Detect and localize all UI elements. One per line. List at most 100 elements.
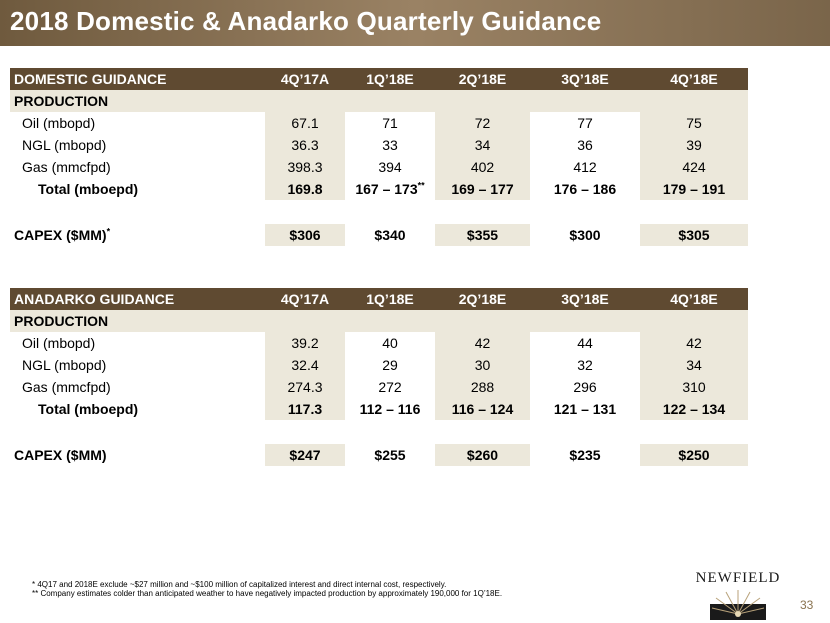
table-header-row: ANADARKO GUIDANCE 4Q’17A 1Q’18E 2Q’18E 3…: [10, 288, 748, 310]
page-number: 33: [800, 598, 814, 612]
table-row: NGL (mbopd) 32.4 29 30 32 34: [10, 354, 748, 376]
value-cell: $247: [265, 444, 345, 466]
footnote-marker: **: [417, 180, 425, 191]
value-cell: 272: [378, 379, 402, 395]
value-cell: 36.3: [265, 134, 345, 156]
value-cell: 39.2: [265, 332, 345, 354]
value-cell: $355: [435, 224, 530, 246]
value-cell: 112 – 116: [359, 401, 421, 417]
value-cell: 36: [577, 137, 593, 153]
header-cell: 4Q’17A: [280, 71, 330, 87]
value-cell: 169 – 177: [435, 178, 530, 200]
value-cell: 33: [382, 137, 398, 153]
anadarko-guidance-table: ANADARKO GUIDANCE 4Q’17A 1Q’18E 2Q’18E 3…: [10, 288, 748, 466]
value-cell: 288: [435, 376, 530, 398]
value-cell: 296: [573, 379, 597, 395]
header-cell: 4Q’18E: [670, 71, 718, 87]
header-cell: ANADARKO GUIDANCE: [14, 291, 175, 307]
value-cell: 169.8: [265, 178, 345, 200]
table-header-row: DOMESTIC GUIDANCE 4Q’17A 1Q’18E 2Q’18E 3…: [10, 68, 748, 90]
header-cell: 3Q’18E: [561, 291, 609, 307]
row-label: Gas (mmcfpd): [22, 159, 111, 175]
value-cell: 412: [573, 159, 597, 175]
value-cell: 394: [378, 159, 402, 175]
title-bar: 2018 Domestic & Anadarko Quarterly Guida…: [0, 0, 830, 46]
value-cell: 67.1: [265, 112, 345, 134]
header-cell: 2Q’18E: [458, 291, 507, 307]
footnote: * 4Q17 and 2018E exclude ~$27 million an…: [32, 580, 447, 589]
header-cell: DOMESTIC GUIDANCE: [14, 71, 167, 87]
section-label: PRODUCTION: [14, 313, 109, 329]
row-label: Total (mboepd): [38, 401, 139, 417]
section-row: PRODUCTION: [10, 310, 748, 332]
row-label: NGL (mbopd): [22, 357, 107, 373]
value-cell: 39: [640, 134, 748, 156]
value-cell: 121 – 131: [553, 401, 617, 417]
value-cell: 274.3: [265, 376, 345, 398]
value-cell: 40: [382, 335, 398, 351]
row-spacer: [10, 200, 748, 224]
row-spacer: [10, 420, 748, 444]
page-title: 2018 Domestic & Anadarko Quarterly Guida…: [10, 6, 602, 36]
row-label: Oil (mbopd): [22, 335, 96, 351]
value-cell: $250: [640, 444, 748, 466]
logo-text: NEWFIELD: [695, 570, 781, 586]
table-row: Gas (mmcfpd) 274.3 272 288 296 310: [10, 376, 748, 398]
value-cell: $306: [265, 224, 345, 246]
value-cell: $235: [569, 447, 601, 463]
value-cell: 32: [577, 357, 593, 373]
footnote: ** Company estimates colder than anticip…: [32, 589, 503, 598]
value-cell: 402: [435, 156, 530, 178]
header-cell: 3Q’18E: [561, 71, 609, 87]
table-row: Oil (mbopd) 39.2 40 42 44 42: [10, 332, 748, 354]
table-row: NGL (mbopd) 36.3 33 34 36 39: [10, 134, 748, 156]
value-cell: $305: [640, 224, 748, 246]
header-cell: 1Q’18E: [366, 291, 414, 307]
value-cell: 176 – 186: [553, 181, 617, 197]
value-cell: 42: [435, 332, 530, 354]
value-cell: 122 – 134: [640, 398, 748, 420]
value-cell: 77: [577, 115, 593, 131]
row-label: CAPEX ($MM): [14, 447, 107, 463]
header-cell: 4Q’17A: [280, 291, 330, 307]
total-row: Total (mboepd) 169.8 167 – 173** 169 – 1…: [10, 178, 748, 200]
row-label: Oil (mbopd): [22, 115, 96, 131]
capex-row: CAPEX ($MM) $247 $255 $260 $235 $250: [10, 444, 748, 466]
value-cell: 42: [640, 332, 748, 354]
capex-row: CAPEX ($MM)* $306 $340 $355 $300 $305: [10, 224, 748, 246]
value-cell: 179 – 191: [640, 178, 748, 200]
footnote-marker: *: [106, 226, 111, 237]
value-cell: 34: [435, 134, 530, 156]
row-label: Total (mboepd): [38, 181, 139, 197]
value-text: 167 – 173: [355, 181, 418, 197]
value-cell: 167 – 173**: [345, 178, 435, 200]
value-cell: 30: [435, 354, 530, 376]
value-cell: 117.3: [265, 398, 345, 420]
value-cell: 424: [640, 156, 748, 178]
value-cell: 71: [382, 115, 398, 131]
row-label: CAPEX ($MM)*: [10, 224, 265, 246]
value-cell: 75: [640, 112, 748, 134]
header-cell: 2Q’18E: [458, 71, 507, 87]
value-cell: $340: [374, 227, 406, 243]
table-row: Gas (mmcfpd) 398.3 394 402 412 424: [10, 156, 748, 178]
header-cell: 1Q’18E: [366, 71, 414, 87]
value-cell: 34: [640, 354, 748, 376]
total-row: Total (mboepd) 117.3 112 – 116 116 – 124…: [10, 398, 748, 420]
value-cell: $255: [374, 447, 406, 463]
footnotes: * 4Q17 and 2018E exclude ~$27 million an…: [32, 580, 502, 598]
value-cell: 116 – 124: [435, 398, 530, 420]
value-cell: 29: [382, 357, 398, 373]
header-cell: 4Q’18E: [670, 291, 718, 307]
value-cell: 72: [435, 112, 530, 134]
row-label: Gas (mmcfpd): [22, 379, 111, 395]
table-row: Oil (mbopd) 67.1 71 72 77 75: [10, 112, 748, 134]
value-cell: 44: [577, 335, 593, 351]
value-cell: 310: [640, 376, 748, 398]
domestic-guidance-table: DOMESTIC GUIDANCE 4Q’17A 1Q’18E 2Q’18E 3…: [10, 68, 748, 246]
newfield-logo: NEWFIELD: [688, 570, 788, 620]
label-text: CAPEX ($MM): [14, 227, 107, 243]
value-cell: 398.3: [265, 156, 345, 178]
value-cell: 32.4: [265, 354, 345, 376]
sunburst-icon: [710, 590, 766, 620]
